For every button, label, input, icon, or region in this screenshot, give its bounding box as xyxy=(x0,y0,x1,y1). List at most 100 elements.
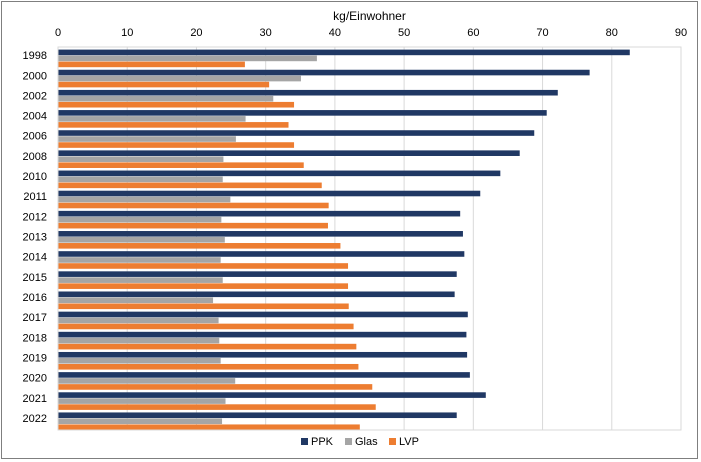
y-tick-label: 2011 xyxy=(23,191,47,203)
bar-lvp-2006 xyxy=(58,142,295,148)
x-tick-label: 0 xyxy=(55,27,61,39)
bar-ppk-2021 xyxy=(58,392,486,398)
y-tick-label: 2017 xyxy=(23,312,47,324)
y-tick-label: 2021 xyxy=(23,393,47,405)
x-tick-label: 50 xyxy=(398,27,410,39)
bar-glas-2017 xyxy=(58,317,219,324)
bar-ppk-2002 xyxy=(58,89,558,96)
bars xyxy=(58,49,630,431)
y-tick-label: 2010 xyxy=(23,171,47,183)
x-tick-label: 20 xyxy=(190,27,202,39)
bar-glas-2006 xyxy=(58,136,236,142)
bar-lvp-2004 xyxy=(58,122,289,128)
y-tick-label: 2013 xyxy=(23,232,47,244)
bar-ppk-2012 xyxy=(58,210,461,217)
bar-ppk-2011 xyxy=(58,190,481,197)
bar-glas-2020 xyxy=(58,378,236,384)
bar-lvp-2002 xyxy=(58,101,295,108)
bar-glas-1998 xyxy=(58,55,317,62)
bar-lvp-2020 xyxy=(58,384,373,390)
x-tick-label: 70 xyxy=(536,27,548,39)
bar-ppk-2013 xyxy=(58,231,463,237)
bar-ppk-2022 xyxy=(58,412,457,419)
bar-lvp-2013 xyxy=(58,243,341,249)
bar-glas-2000 xyxy=(58,75,301,82)
bar-ppk-2015 xyxy=(58,271,457,277)
legend-label-glas: Glas xyxy=(355,436,378,448)
y-tick-label: 2019 xyxy=(23,352,47,364)
bar-glas-2010 xyxy=(58,176,223,183)
y-tick-label: 2002 xyxy=(23,90,47,102)
bar-lvp-2008 xyxy=(58,162,304,168)
bar-lvp-2019 xyxy=(58,363,359,370)
y-tick-label: 2006 xyxy=(23,131,47,143)
bar-glas-2014 xyxy=(58,257,221,263)
bar-glas-2019 xyxy=(58,357,221,364)
x-tick-label: 30 xyxy=(260,27,272,39)
y-tick-label: 2012 xyxy=(23,211,47,223)
bar-glas-2018 xyxy=(58,337,220,344)
bar-glas-2004 xyxy=(58,116,246,122)
bar-ppk-2016 xyxy=(58,291,455,298)
bar-ppk-2019 xyxy=(58,351,468,358)
bar-ppk-2008 xyxy=(58,150,520,156)
x-tick-label: 90 xyxy=(675,27,687,39)
x-tick-label: 60 xyxy=(467,27,479,39)
bar-lvp-2014 xyxy=(58,263,349,269)
y-tick-label: 1998 xyxy=(23,50,47,62)
bar-glas-2012 xyxy=(58,216,222,223)
bar-glas-2013 xyxy=(58,237,225,243)
bar-glas-2002 xyxy=(58,95,274,102)
bar-lvp-1998 xyxy=(58,61,245,68)
bar-glas-2016 xyxy=(58,297,214,304)
bar-ppk-2020 xyxy=(58,372,470,378)
bar-lvp-2000 xyxy=(58,81,270,88)
x-axis-ticks: 0 10 20 30 40 50 60 70 80 90 xyxy=(55,27,687,39)
bar-glas-2011 xyxy=(58,196,231,203)
bar-lvp-2021 xyxy=(58,404,376,410)
plot-border xyxy=(57,46,682,431)
x-tick-label: 80 xyxy=(606,27,618,39)
x-tick-label: 40 xyxy=(329,27,341,39)
y-tick-label: 2014 xyxy=(23,252,47,264)
y-tick-label: 2018 xyxy=(23,332,47,344)
bar-ppk-2006 xyxy=(58,130,535,136)
bar-ppk-2010 xyxy=(58,170,501,177)
y-tick-label: 2015 xyxy=(23,272,47,284)
bar-ppk-2017 xyxy=(58,311,468,318)
legend-swatch-ppk xyxy=(301,438,308,445)
legend-swatch-glas xyxy=(345,438,352,445)
bar-glas-2015 xyxy=(58,277,223,283)
bar-lvp-2011 xyxy=(58,202,329,209)
legend-label-lvp: LVP xyxy=(399,436,419,448)
y-tick-label: 2008 xyxy=(23,151,47,163)
bar-lvp-2022 xyxy=(58,424,360,431)
legend-label-ppk: PPK xyxy=(311,436,334,448)
y-tick-label: 2022 xyxy=(23,413,47,425)
bar-glas-2008 xyxy=(58,156,224,162)
y-axis-ticks: 1998 2000 2002 2004 2006 2008 2010 2011 2012 2013… xyxy=(23,50,47,425)
legend-swatch-lvp xyxy=(389,438,396,445)
bar-glas-2021 xyxy=(58,398,226,404)
bar-ppk-2014 xyxy=(58,251,465,257)
bar-ppk-2018 xyxy=(58,331,467,338)
bar-lvp-2010 xyxy=(58,182,322,189)
bar-ppk-2004 xyxy=(58,110,547,116)
y-tick-label: 2000 xyxy=(23,70,47,82)
legend: PPK Glas LVP xyxy=(301,436,419,448)
bar-lvp-2016 xyxy=(58,303,349,310)
bar-lvp-2018 xyxy=(58,343,357,350)
x-tick-label: 10 xyxy=(121,27,133,39)
bar-lvp-2012 xyxy=(58,222,328,229)
y-tick-label: 2020 xyxy=(23,373,47,385)
bar-lvp-2015 xyxy=(58,283,349,289)
bar-ppk-2000 xyxy=(58,69,590,76)
y-tick-label: 2004 xyxy=(23,111,47,123)
y-tick-label: 2016 xyxy=(23,292,47,304)
bar-lvp-2017 xyxy=(58,323,354,330)
bar-glas-2022 xyxy=(58,418,223,425)
bar-ppk-1998 xyxy=(58,49,630,56)
x-axis-title: kg/Einwohner xyxy=(333,9,406,23)
